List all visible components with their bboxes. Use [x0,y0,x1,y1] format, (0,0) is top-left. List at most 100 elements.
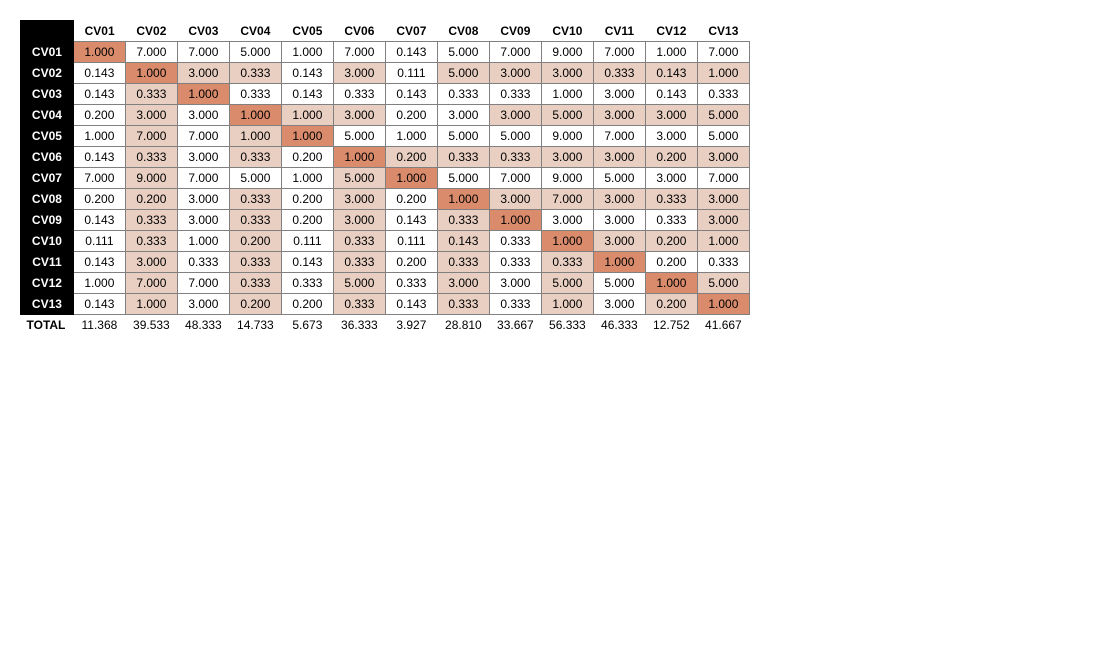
table-row: CV051.0007.0007.0001.0001.0005.0001.0005… [21,125,750,146]
data-cell: 0.143 [281,251,333,272]
data-cell: 1.000 [541,230,593,251]
data-cell: 1.000 [593,251,645,272]
data-cell: 3.000 [177,209,229,230]
table-row: CV110.1433.0000.3330.3330.1430.3330.2000… [21,251,750,272]
col-header: CV02 [125,21,177,42]
data-cell: 0.200 [281,209,333,230]
data-cell: 0.143 [645,62,697,83]
data-cell: 3.000 [125,104,177,125]
data-cell: 1.000 [73,272,125,293]
data-cell: 7.000 [125,41,177,62]
data-cell: 7.000 [593,125,645,146]
totals-cell: 12.752 [645,314,697,335]
data-cell: 9.000 [541,125,593,146]
data-cell: 7.000 [593,41,645,62]
row-header: CV11 [21,251,74,272]
table-row: CV077.0009.0007.0005.0001.0005.0001.0005… [21,167,750,188]
data-cell: 3.000 [541,146,593,167]
data-cell: 3.000 [541,209,593,230]
col-header: CV08 [437,21,489,42]
table-row: CV100.1110.3331.0000.2000.1110.3330.1110… [21,230,750,251]
data-cell: 0.200 [281,188,333,209]
data-cell: 0.333 [125,146,177,167]
data-cell: 0.333 [489,293,541,314]
table-row: CV060.1430.3333.0000.3330.2001.0000.2000… [21,146,750,167]
data-cell: 0.200 [385,146,437,167]
data-cell: 0.333 [281,272,333,293]
data-cell: 0.333 [697,251,749,272]
totals-cell: 33.667 [489,314,541,335]
data-cell: 0.333 [125,209,177,230]
data-cell: 3.000 [177,293,229,314]
data-cell: 0.333 [593,62,645,83]
data-cell: 5.000 [437,167,489,188]
data-cell: 5.000 [333,125,385,146]
data-cell: 5.000 [697,125,749,146]
data-cell: 0.200 [385,188,437,209]
table-row: CV080.2000.2003.0000.3330.2003.0000.2001… [21,188,750,209]
data-cell: 0.333 [437,83,489,104]
data-cell: 1.000 [541,293,593,314]
data-cell: 0.333 [697,83,749,104]
col-header: CV01 [73,21,125,42]
data-cell: 0.333 [541,251,593,272]
data-cell: 0.333 [489,146,541,167]
data-cell: 3.000 [489,62,541,83]
data-cell: 3.000 [177,146,229,167]
row-header: CV09 [21,209,74,230]
data-cell: 0.333 [437,146,489,167]
data-cell: 1.000 [281,104,333,125]
col-header: CV13 [697,21,749,42]
totals-cell: 39.533 [125,314,177,335]
totals-cell: 46.333 [593,314,645,335]
table-row: CV090.1430.3333.0000.3330.2003.0000.1430… [21,209,750,230]
data-cell: 7.000 [541,188,593,209]
totals-cell: 14.733 [229,314,281,335]
data-cell: 0.143 [73,146,125,167]
data-cell: 0.333 [229,209,281,230]
matrix-table: CV01CV02CV03CV04CV05CV06CV07CV08CV09CV10… [20,20,750,335]
data-cell: 3.000 [489,188,541,209]
data-cell: 0.111 [385,230,437,251]
data-cell: 0.143 [385,83,437,104]
data-cell: 0.333 [229,146,281,167]
data-cell: 0.333 [437,251,489,272]
data-cell: 5.000 [333,167,385,188]
data-cell: 5.000 [593,167,645,188]
totals-cell: 48.333 [177,314,229,335]
data-cell: 7.000 [125,125,177,146]
table-row: CV130.1431.0003.0000.2000.2000.3330.1430… [21,293,750,314]
data-cell: 3.000 [177,62,229,83]
data-cell: 3.000 [541,62,593,83]
data-cell: 7.000 [177,167,229,188]
table-body: CV011.0007.0007.0005.0001.0007.0000.1435… [21,41,750,314]
data-cell: 1.000 [229,104,281,125]
data-cell: 3.000 [177,104,229,125]
matrix-table-container: CV01CV02CV03CV04CV05CV06CV07CV08CV09CV10… [20,20,750,335]
data-cell: 1.000 [541,83,593,104]
data-cell: 0.333 [645,209,697,230]
table-row: CV121.0007.0007.0000.3330.3335.0000.3333… [21,272,750,293]
table-row: CV040.2003.0003.0001.0001.0003.0000.2003… [21,104,750,125]
data-cell: 0.333 [229,272,281,293]
data-cell: 3.000 [593,146,645,167]
data-cell: 3.000 [333,62,385,83]
data-cell: 5.000 [437,62,489,83]
totals-cell: 5.673 [281,314,333,335]
data-cell: 5.000 [437,41,489,62]
totals-cell: 56.333 [541,314,593,335]
col-header: CV04 [229,21,281,42]
data-cell: 0.333 [333,251,385,272]
data-cell: 1.000 [697,293,749,314]
data-cell: 0.200 [73,188,125,209]
data-cell: 3.000 [593,230,645,251]
data-cell: 3.000 [593,293,645,314]
data-cell: 0.200 [229,293,281,314]
data-cell: 1.000 [489,209,541,230]
data-cell: 9.000 [541,41,593,62]
data-cell: 5.000 [229,41,281,62]
data-cell: 3.000 [645,167,697,188]
data-cell: 5.000 [593,272,645,293]
row-header: CV03 [21,83,74,104]
data-cell: 1.000 [645,272,697,293]
